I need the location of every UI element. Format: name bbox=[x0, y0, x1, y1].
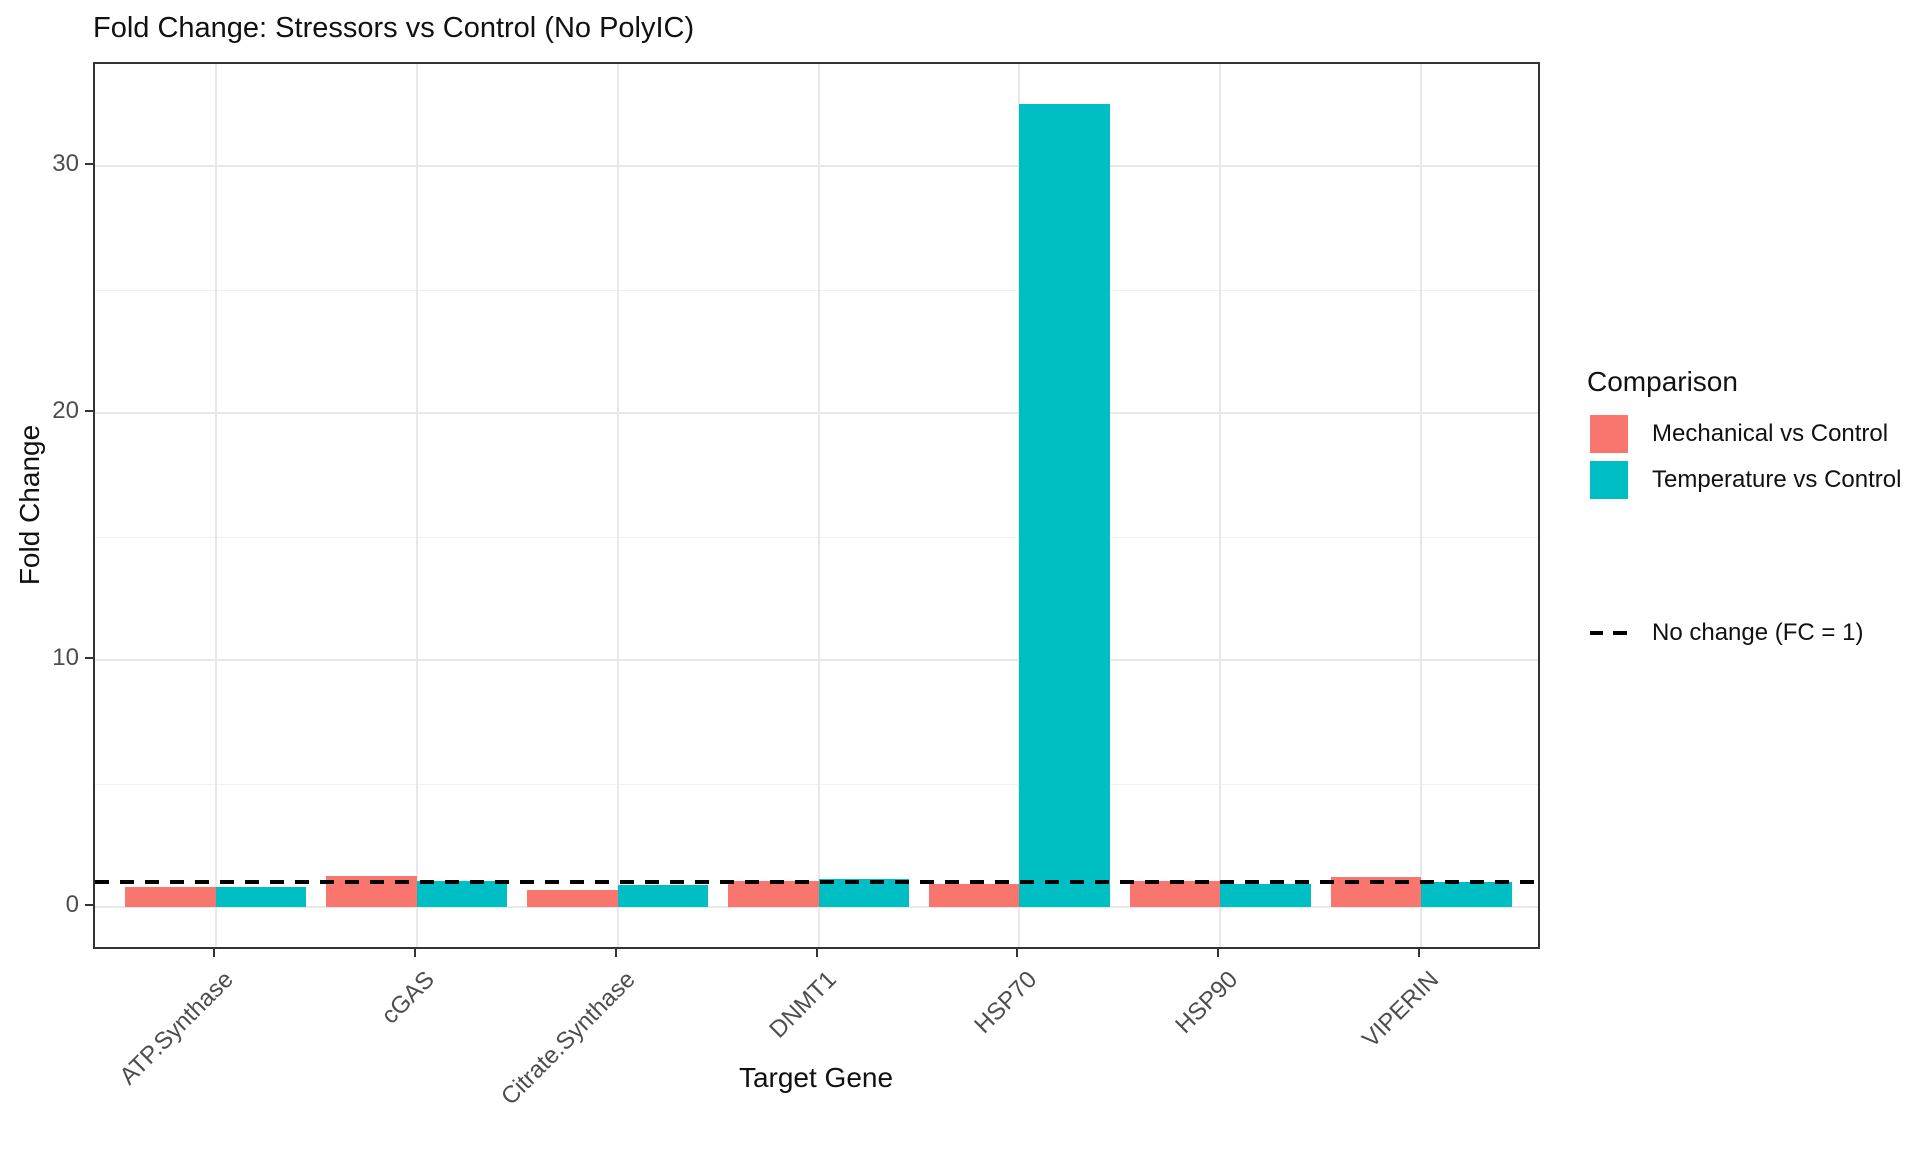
bar-HSP90-mechanical bbox=[1130, 881, 1221, 907]
bar-HSP70-mechanical bbox=[929, 883, 1020, 907]
plot-panel bbox=[93, 62, 1540, 949]
y-tick-label-10: 10 bbox=[52, 644, 79, 671]
bar-HSP70-temperature bbox=[1019, 104, 1110, 907]
x-tick-VIPERIN bbox=[1418, 949, 1421, 957]
bar-Citrate.Synthase-mechanical bbox=[527, 889, 618, 907]
legend-label-reference: No change (FC = 1) bbox=[1652, 619, 1864, 646]
bar-HSP90-temperature bbox=[1220, 883, 1311, 907]
dashed-line-icon bbox=[1590, 631, 1627, 635]
legend-label-mechanical: Mechanical vs Control bbox=[1652, 420, 1889, 447]
chart-title: Fold Change: Stressors vs Control (No Po… bbox=[93, 12, 695, 44]
bar-VIPERIN-temperature bbox=[1421, 882, 1512, 907]
gridline-x-DNMT1 bbox=[817, 64, 820, 947]
legend-swatch-temperature bbox=[1590, 461, 1628, 499]
gridline-y-minor-25 bbox=[95, 289, 1538, 291]
gridline-y-20 bbox=[95, 412, 1538, 414]
x-tick-label-Citrate.Synthase: Citrate.Synthase bbox=[496, 966, 641, 1111]
gridline-y-10 bbox=[95, 659, 1538, 661]
x-tick-HSP90 bbox=[1217, 949, 1220, 957]
x-tick-cGAS bbox=[413, 949, 416, 957]
y-tick-0 bbox=[85, 904, 93, 906]
x-axis-title: Target Gene bbox=[738, 1062, 894, 1093]
y-tick-label-30: 30 bbox=[52, 150, 79, 177]
y-tick-label-20: 20 bbox=[52, 397, 79, 424]
y-tick-label-0: 0 bbox=[65, 891, 79, 918]
bar-DNMT1-mechanical bbox=[728, 881, 819, 907]
gridline-x-HSP90 bbox=[1219, 64, 1222, 947]
gridline-y-0 bbox=[95, 906, 1538, 908]
gridline-x-Citrate.Synthase bbox=[616, 64, 619, 947]
gridline-x-ATP.Synthase bbox=[214, 64, 217, 947]
x-tick-label-HSP90: HSP90 bbox=[1170, 966, 1244, 1039]
x-tick-label-VIPERIN: VIPERIN bbox=[1357, 966, 1445, 1053]
legend-label-temperature: Temperature vs Control bbox=[1652, 466, 1902, 493]
y-tick-20 bbox=[85, 410, 93, 412]
bar-ATP.Synthase-mechanical bbox=[125, 887, 216, 907]
x-tick-ATP.Synthase bbox=[212, 949, 215, 957]
bar-ATP.Synthase-temperature bbox=[215, 887, 307, 907]
legend-title: Comparison bbox=[1587, 366, 1738, 397]
x-tick-label-ATP.Synthase: ATP.Synthase bbox=[114, 966, 239, 1091]
bar-Citrate.Synthase-temperature bbox=[617, 884, 708, 907]
gridline-x-cGAS bbox=[415, 64, 418, 947]
y-tick-30 bbox=[85, 163, 93, 165]
x-tick-label-HSP70: HSP70 bbox=[969, 966, 1043, 1039]
y-tick-10 bbox=[85, 657, 93, 659]
x-tick-label-cGAS: cGAS bbox=[376, 966, 440, 1030]
gridline-y-minor-15 bbox=[95, 536, 1538, 538]
reference-line-fc1 bbox=[95, 880, 1538, 885]
bar-cGAS-temperature bbox=[416, 881, 507, 907]
y-axis-title: Fold Change bbox=[14, 424, 45, 586]
x-tick-Citrate.Synthase bbox=[614, 949, 617, 957]
gridline-y-30 bbox=[95, 165, 1538, 167]
legend-swatch-mechanical bbox=[1590, 415, 1628, 453]
x-tick-HSP70 bbox=[1016, 949, 1019, 957]
x-tick-DNMT1 bbox=[815, 949, 818, 957]
x-tick-label-DNMT1: DNMT1 bbox=[764, 966, 842, 1044]
gridline-x-VIPERIN bbox=[1420, 64, 1423, 947]
gridline-y-minor-5 bbox=[95, 783, 1538, 785]
